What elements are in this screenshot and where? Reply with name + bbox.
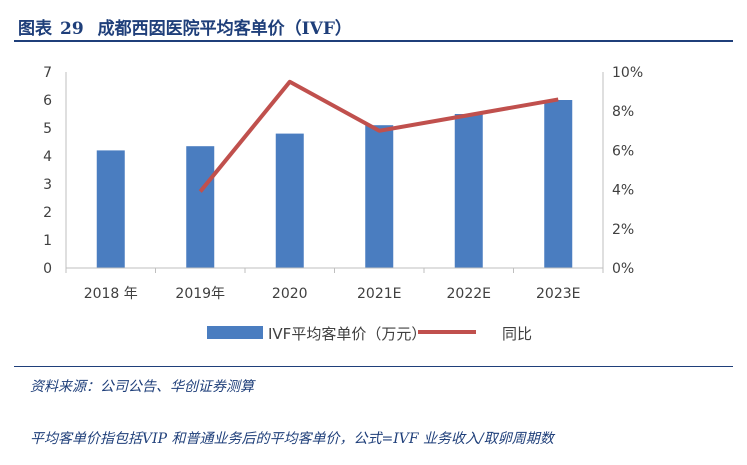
figure-title: 图表 29 成都西囡医院平均客单价（IVF）	[18, 14, 352, 39]
y-right-tick-label: 10%	[612, 65, 643, 81]
y-left-tick-label: 6	[43, 93, 52, 109]
figure-number: 29	[60, 19, 84, 39]
x-tick-label: 2023E	[536, 286, 580, 302]
bar	[186, 146, 215, 268]
x-tick-label: 2018 年	[84, 286, 138, 302]
legend-label-bar: IVF平均客单价（万元）	[268, 325, 426, 343]
x-axis: 2018 年 2019年 2020 2021E 2022E 2023E	[65, 267, 604, 302]
line-series	[198, 79, 559, 193]
right-axis: 0% 2% 4% 6% 8% 10%	[602, 65, 643, 277]
source-note: 资料来源：公司公告、华创证券测算	[30, 379, 254, 395]
legend-label-line: 同比	[502, 325, 532, 343]
x-tick-label: 2021E	[357, 286, 401, 302]
y-right-tick-label: 6%	[612, 143, 634, 159]
x-tick-label: 2020	[272, 286, 308, 302]
y-right-tick-label: 8%	[612, 104, 634, 120]
bar	[96, 150, 125, 268]
figure-title-bar: 图表 29 成都西囡医院平均客单价（IVF）	[14, 10, 733, 42]
line-path	[198, 79, 559, 193]
legend-swatch-bar	[207, 326, 263, 339]
y-right-tick-label: 0%	[612, 261, 634, 277]
x-tick-label: 2022E	[447, 286, 491, 302]
left-axis: 0 1 2 3 4 5 6 7	[43, 65, 67, 277]
bar	[544, 100, 573, 268]
figure-label: 图表	[18, 19, 52, 39]
y-left-tick-label: 0	[43, 261, 52, 277]
figure-title-text: 成都西囡医院平均客单价（IVF）	[97, 19, 352, 39]
y-left-tick-label: 2	[43, 205, 52, 221]
bar-series	[96, 100, 573, 268]
bar	[275, 133, 304, 268]
legend: IVF平均客单价（万元） 同比	[207, 325, 532, 343]
bar	[454, 114, 483, 268]
x-tick-label: 2019年	[175, 286, 225, 302]
y-left-tick-label: 7	[43, 65, 52, 81]
y-right-tick-label: 4%	[612, 183, 634, 199]
y-left-tick-label: 3	[43, 177, 52, 193]
y-left-tick-label: 4	[43, 149, 52, 165]
bar	[365, 125, 394, 268]
y-right-tick-label: 2%	[612, 222, 634, 238]
y-left-tick-label: 5	[43, 121, 52, 137]
footnote: 平均客单价指包括VIP 和普通业务后的平均客单价，公式=IVF 业务收入/取卵周…	[30, 431, 554, 447]
bottom-rule	[14, 366, 733, 367]
y-left-tick-label: 1	[43, 233, 52, 249]
